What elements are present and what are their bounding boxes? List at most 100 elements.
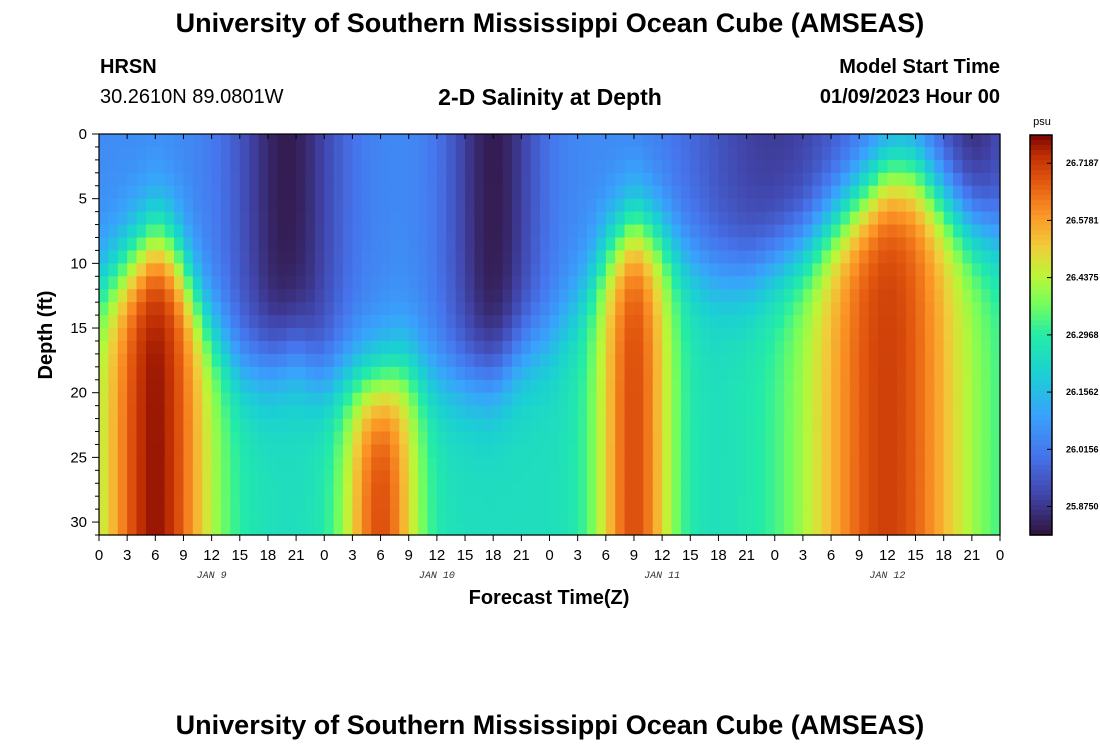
heatmap-cell <box>802 289 813 303</box>
heatmap-cell <box>211 379 222 394</box>
heatmap-cell <box>831 172 842 187</box>
heatmap-cell <box>802 237 813 252</box>
heatmap-cell <box>127 146 138 161</box>
heatmap-cell <box>296 522 307 536</box>
heatmap-cell <box>230 185 241 200</box>
heatmap-cell <box>117 340 128 355</box>
heatmap-cell <box>624 457 635 471</box>
heatmap-cell <box>258 172 269 187</box>
heatmap-cell <box>577 353 588 368</box>
heatmap-cell <box>821 134 832 148</box>
heatmap-cell <box>915 328 926 342</box>
heatmap-cell <box>418 496 429 510</box>
heatmap-cell <box>699 159 710 174</box>
heatmap-cell <box>605 224 616 239</box>
heatmap-cell <box>530 224 541 239</box>
heatmap-cell <box>333 483 344 497</box>
heatmap-cell <box>277 340 288 355</box>
colorbar-swatch <box>1030 155 1052 161</box>
heatmap-cell <box>117 366 128 381</box>
heatmap-cell <box>211 496 222 510</box>
heatmap-cell <box>605 405 616 420</box>
heatmap-cell <box>812 392 823 407</box>
heatmap-cell <box>267 496 278 510</box>
heatmap-cell <box>296 444 307 458</box>
heatmap-cell <box>127 496 138 510</box>
heatmap-cell <box>887 431 898 446</box>
heatmap-cell <box>727 353 738 368</box>
colorbar-swatch <box>1030 170 1052 176</box>
heatmap-cell <box>943 315 954 329</box>
heatmap-cell <box>314 224 325 239</box>
heatmap-cell <box>643 146 654 161</box>
x-tick-label: 12 <box>203 547 220 564</box>
heatmap-cell <box>821 431 832 446</box>
heatmap-cell <box>305 496 316 510</box>
heatmap-cell <box>474 315 485 329</box>
heatmap-cell <box>324 159 335 174</box>
heatmap-cell <box>99 289 109 303</box>
heatmap-cell <box>127 302 138 316</box>
colorbar-swatch <box>1030 330 1052 336</box>
heatmap-cell <box>493 392 504 407</box>
heatmap-cell <box>145 211 156 226</box>
heatmap-cell <box>221 340 231 355</box>
heatmap-cell <box>333 185 344 200</box>
heatmap-cell <box>117 483 128 497</box>
heatmap-cell <box>277 470 288 484</box>
heatmap-cell <box>831 444 842 458</box>
heatmap-cell <box>483 366 494 381</box>
heatmap-cell <box>343 366 354 381</box>
heatmap-cell <box>727 496 738 510</box>
heatmap-cell <box>652 405 663 420</box>
heatmap-cell <box>915 159 926 174</box>
heatmap-cell <box>568 470 579 484</box>
heatmap-cell <box>408 250 419 264</box>
heatmap-cell <box>296 405 307 420</box>
heatmap-cell <box>192 431 203 446</box>
heatmap-cell <box>343 457 354 471</box>
heatmap-cell <box>699 509 710 523</box>
heatmap-cell <box>361 224 372 239</box>
heatmap-cell <box>511 250 522 264</box>
heatmap-cell <box>258 185 269 200</box>
heatmap-cell <box>643 276 654 290</box>
heatmap-cell <box>821 211 832 226</box>
heatmap-cell <box>164 276 175 290</box>
heatmap-cell <box>633 470 644 484</box>
heatmap-cell <box>887 522 898 536</box>
heatmap-cell <box>784 496 795 510</box>
heatmap-cell <box>211 224 222 239</box>
heatmap-cell <box>436 263 447 277</box>
heatmap-cell <box>389 470 400 484</box>
colorbar-swatch <box>1030 510 1052 516</box>
heatmap-cell <box>249 457 260 471</box>
heatmap-cell <box>511 276 522 290</box>
heatmap-cell <box>962 509 973 523</box>
heatmap-cell <box>474 431 485 446</box>
heatmap-cell <box>465 405 476 420</box>
heatmap-cell <box>671 470 682 484</box>
heatmap-cell <box>408 457 419 471</box>
heatmap-cell <box>511 328 522 342</box>
heatmap-cell <box>221 353 231 368</box>
heatmap-cell <box>511 224 522 239</box>
heatmap-cell <box>296 509 307 523</box>
heatmap-cell <box>587 418 598 433</box>
heatmap-cell <box>671 366 682 381</box>
heatmap-cell <box>577 496 588 510</box>
heatmap-cell <box>971 134 982 148</box>
heatmap-cell <box>230 250 241 264</box>
heatmap-cell <box>558 431 569 446</box>
heatmap-cell <box>314 496 325 510</box>
heatmap-cell <box>249 263 260 277</box>
heatmap-cell <box>221 315 231 329</box>
heatmap-cell <box>671 405 682 420</box>
heatmap-cell <box>558 302 569 316</box>
heatmap-cell <box>662 405 673 420</box>
heatmap-cell <box>408 146 419 161</box>
colorbar-swatch <box>1030 275 1052 281</box>
heatmap-cell <box>906 263 917 277</box>
heatmap-cell <box>859 470 870 484</box>
heatmap-cell <box>249 276 260 290</box>
